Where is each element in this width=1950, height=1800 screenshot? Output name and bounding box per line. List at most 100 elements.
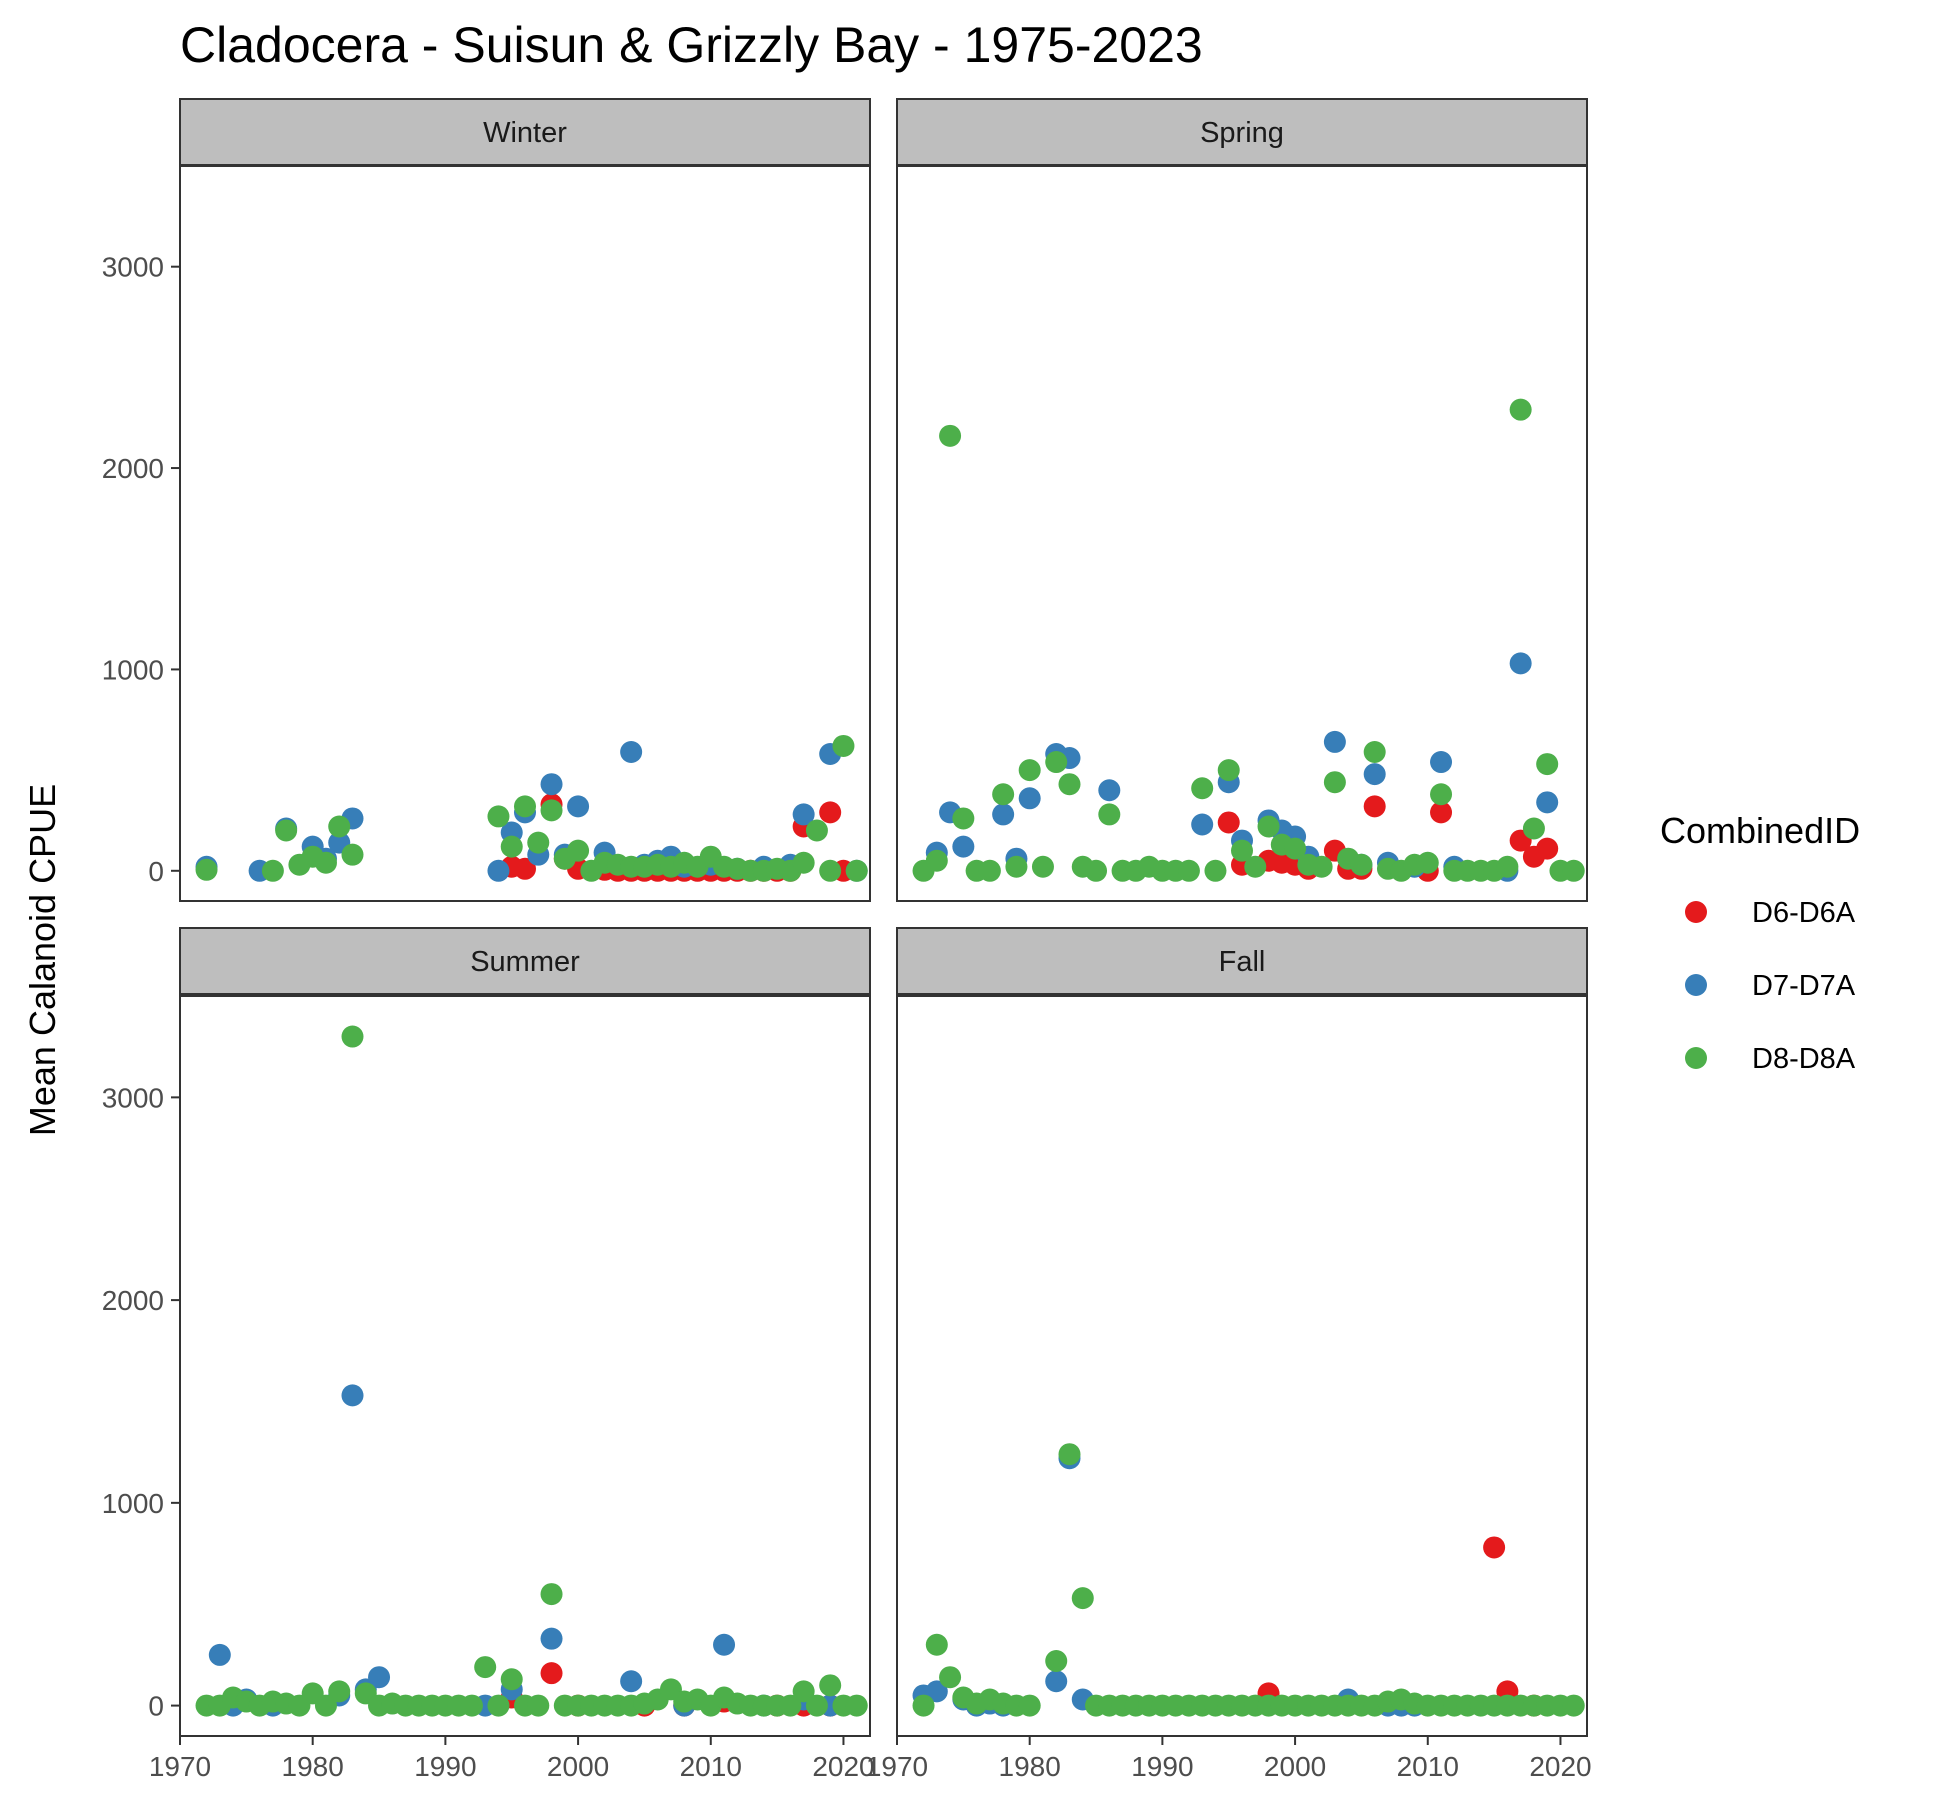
point-spring-d7-d7a: [1363, 763, 1386, 786]
point-winter-d8-d8a: [845, 859, 868, 882]
point-spring-d8-d8a: [1231, 839, 1253, 862]
legend-key-d6-d6a: [1685, 901, 1707, 923]
point-spring-d7-d7a: [1191, 813, 1214, 836]
point-spring-d8-d8a: [1416, 851, 1439, 874]
chart-title: Cladocera - Suisun & Grizzly Bay - 1975-…: [180, 17, 1203, 73]
point-fall-d8-d8a: [912, 1694, 935, 1717]
point-fall-d8-d8a: [1562, 1694, 1585, 1717]
point-winter-d8-d8a: [487, 805, 510, 828]
point-spring-d8-d8a: [1018, 759, 1041, 782]
point-summer-d8-d8a: [779, 1694, 802, 1717]
point-spring-d8-d8a: [1244, 855, 1267, 878]
point-winter-d8-d8a: [341, 843, 364, 866]
legend-key-d8-d8a: [1685, 1047, 1707, 1069]
point-fall-d8-d8a: [1058, 1443, 1081, 1466]
point-spring-d8-d8a: [1191, 777, 1214, 800]
x-tick-label-fall-2010: 2010: [1397, 1751, 1459, 1782]
point-spring-d8-d8a: [978, 859, 1001, 882]
point-winter-d8-d8a: [832, 734, 855, 757]
panel-border-fall: [896, 995, 1588, 1737]
point-spring-d8-d8a: [939, 424, 962, 447]
point-spring-d8-d8a: [1350, 853, 1373, 876]
point-summer-d8-d8a: [314, 1694, 337, 1717]
point-winter-d7-d7a: [567, 795, 590, 818]
point-summer-d8-d8a: [474, 1656, 497, 1679]
point-winter-d7-d7a: [487, 859, 510, 882]
x-tick-label-summer-1990: 1990: [414, 1751, 476, 1782]
point-winter-d8-d8a: [792, 851, 815, 874]
facet-strip-spring: [896, 98, 1588, 166]
point-winter-d8-d8a: [261, 859, 284, 882]
panel-winter: Winter 0 1000 2000 3000: [102, 98, 871, 902]
point-spring-d8-d8a: [1005, 855, 1028, 878]
point-spring-d7-d7a: [992, 803, 1015, 826]
y-tick-label-summer-1000: 1000: [102, 1488, 164, 1519]
point-summer-d8-d8a: [527, 1694, 550, 1717]
point-fall-d8-d8a: [925, 1633, 948, 1656]
point-winter-d8-d8a: [527, 831, 550, 854]
points-fall: [912, 1443, 1585, 1717]
point-fall-d8-d8a: [1071, 1587, 1094, 1610]
point-spring-d7-d7a: [952, 835, 975, 858]
y-tick-label-winter-1000: 1000: [102, 654, 164, 685]
points-summer: [195, 1025, 868, 1717]
y-tick-label-winter-0: 0: [148, 856, 164, 887]
point-summer-d8-d8a: [460, 1694, 483, 1717]
legend-title: CombinedID: [1660, 810, 1860, 851]
y-tick-label-winter-2000: 2000: [102, 453, 164, 484]
point-spring-d7-d7a: [1509, 652, 1532, 675]
point-summer-d8-d8a: [819, 1674, 842, 1697]
point-summer-d6-d6a: [540, 1662, 563, 1685]
y-tick-label-summer-2000: 2000: [102, 1285, 164, 1316]
x-tick-label-fall-2000: 2000: [1264, 1751, 1326, 1782]
point-winter-d8-d8a: [540, 799, 563, 822]
point-fall-d6-d6a: [1483, 1536, 1506, 1559]
x-tick-label-summer-2010: 2010: [680, 1751, 742, 1782]
legend-key-d7-d7a: [1685, 974, 1707, 996]
point-summer-d8-d8a: [341, 1025, 364, 1048]
point-spring-d8-d8a: [1284, 837, 1307, 860]
facet-label-spring: Spring: [1200, 117, 1284, 149]
point-winter-d8-d8a: [567, 839, 590, 862]
point-spring-d8-d8a: [1177, 859, 1200, 882]
point-spring-d8-d8a: [1217, 759, 1240, 782]
facet-strip-fall: [896, 927, 1588, 995]
points-winter: [195, 734, 868, 882]
legend-label-d7-d7a: D7-D7A: [1752, 970, 1856, 1002]
point-fall-d7-d7a: [1045, 1670, 1068, 1693]
point-spring-d8-d8a: [1045, 751, 1068, 774]
point-spring-d7-d7a: [1018, 787, 1041, 810]
point-summer-d8-d8a: [792, 1680, 815, 1703]
point-summer-d8-d8a: [540, 1583, 563, 1606]
legend-label-d6-d6a: D6-D6A: [1752, 897, 1856, 929]
point-spring-d8-d8a: [992, 783, 1015, 806]
point-winter-d8-d8a: [314, 851, 337, 874]
point-winter-d7-d7a: [792, 803, 815, 826]
point-winter-d8-d8a: [328, 815, 351, 838]
x-tick-label-summer-1970: 1970: [149, 1751, 211, 1782]
point-spring-d8-d8a: [1536, 753, 1559, 776]
point-spring-d8-d8a: [1058, 773, 1081, 796]
point-summer-d7-d7a: [620, 1670, 643, 1693]
point-summer-d7-d7a: [540, 1627, 563, 1650]
facet-panels: Winter 0 1000 2000 3000 Spring Summer 0 1000 2000…: [102, 98, 1592, 1782]
point-spring-d8-d8a: [1562, 859, 1585, 882]
facet-label-winter: Winter: [483, 117, 567, 149]
point-summer-d8-d8a: [845, 1694, 868, 1717]
legend-label-d8-d8a: D8-D8A: [1752, 1043, 1856, 1075]
point-winter-d8-d8a: [195, 858, 218, 881]
point-spring-d7-d7a: [1536, 791, 1559, 814]
y-tick-label-summer-3000: 3000: [102, 1082, 164, 1113]
point-spring-d6-d6a: [1430, 801, 1453, 824]
facet-label-fall: Fall: [1219, 946, 1266, 978]
x-tick-label-summer-1980: 1980: [282, 1751, 344, 1782]
point-spring-d8-d8a: [1031, 855, 1054, 878]
point-winter-d6-d6a: [514, 857, 536, 880]
y-tick-label-summer-0: 0: [148, 1691, 164, 1722]
points-spring: [912, 398, 1585, 882]
point-fall-d8-d8a: [1018, 1694, 1041, 1717]
point-winter-d8-d8a: [275, 819, 298, 842]
point-summer-d8-d8a: [487, 1694, 510, 1717]
point-summer-d8-d8a: [805, 1694, 828, 1717]
